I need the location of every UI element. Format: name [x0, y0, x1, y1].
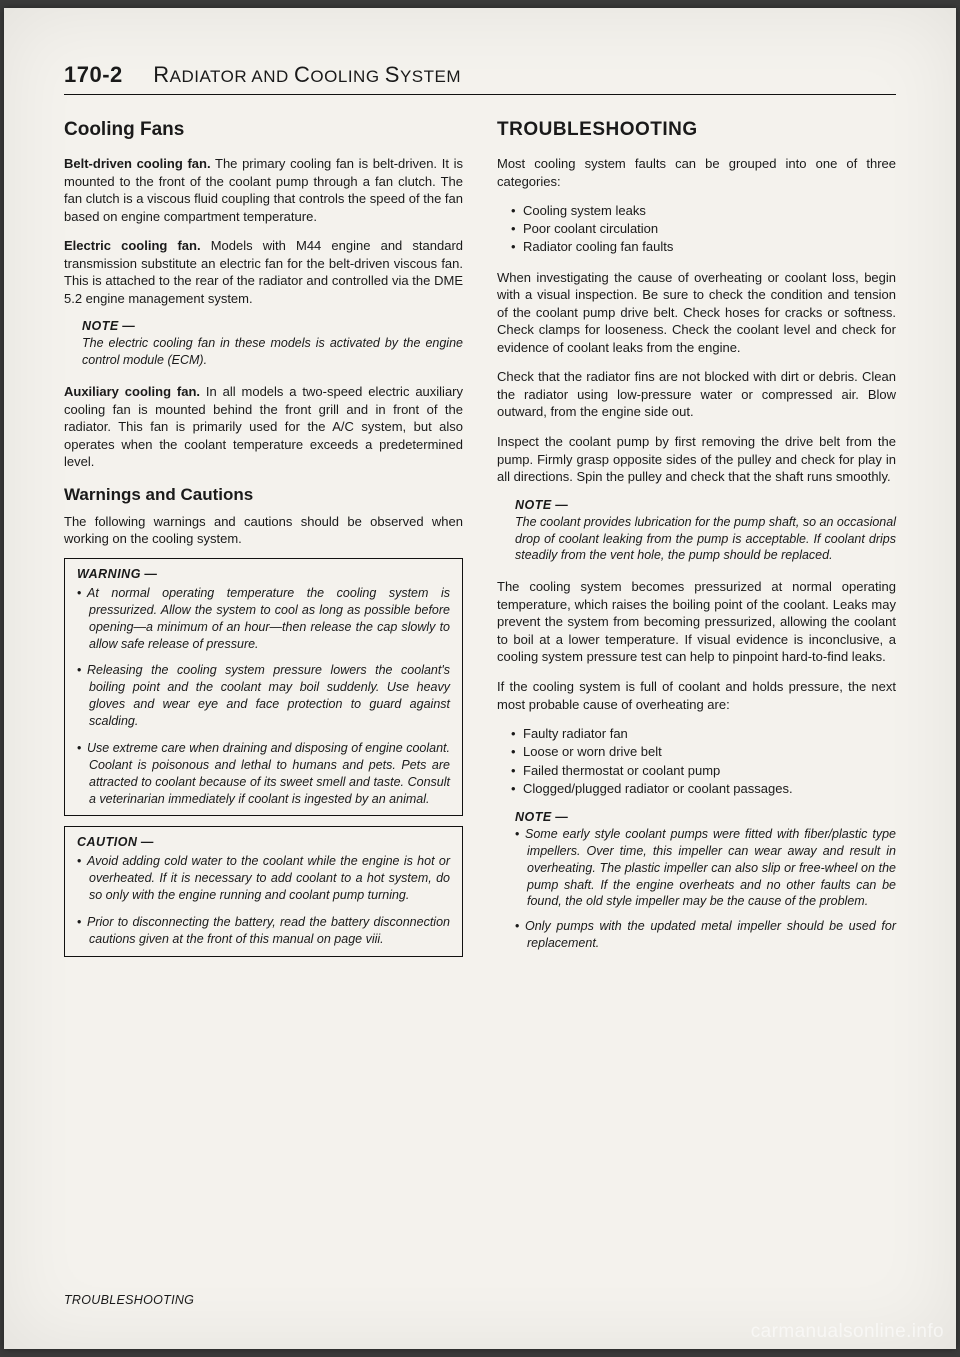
note-text: The coolant provides lubrication for the…: [515, 514, 896, 565]
caution-list: Avoid adding cold water to the coolant w…: [77, 853, 450, 947]
lead-text: Auxiliary cooling fan.: [64, 384, 200, 399]
note-dash: —: [552, 498, 568, 512]
warning-box: WARNING — At normal operating temperatur…: [64, 558, 463, 817]
list-item: Cooling system leaks: [525, 202, 896, 220]
warning-label: WARNING: [77, 567, 141, 581]
right-column: TROUBLESHOOTING Most cooling system faul…: [497, 119, 896, 967]
section-heading-cooling-fans: Cooling Fans: [64, 119, 463, 141]
paragraph: If the cooling system is full of coolant…: [497, 678, 896, 713]
note-block: NOTE — The electric cooling fan in these…: [82, 319, 463, 369]
list-item: Loose or worn drive belt: [525, 743, 896, 761]
paragraph: The cooling system becomes pressurized a…: [497, 578, 896, 666]
left-column: Cooling Fans Belt-driven cooling fan. Th…: [64, 119, 463, 967]
note-item: Only pumps with the updated metal impell…: [515, 918, 896, 952]
manual-page: 170-2 RADIATOR AND COOLING SYSTEM Coolin…: [4, 8, 956, 1349]
paragraph: When investigating the cause of overheat…: [497, 269, 896, 357]
caution-item: Prior to disconnecting the battery, read…: [77, 914, 450, 948]
two-column-layout: Cooling Fans Belt-driven cooling fan. Th…: [64, 119, 896, 967]
overheating-causes-list: Faulty radiator fan Loose or worn drive …: [525, 725, 896, 798]
list-item: Failed thermostat or coolant pump: [525, 762, 896, 780]
paragraph: Most cooling system faults can be groupe…: [497, 155, 896, 190]
note-label: NOTE: [515, 498, 552, 512]
paragraph: Belt-driven cooling fan. The primary coo…: [64, 155, 463, 225]
note-list: Some early style coolant pumps were fitt…: [515, 826, 896, 952]
section-heading-warnings: Warnings and Cautions: [64, 485, 463, 505]
note-dash: —: [119, 319, 135, 333]
paragraph: The following warnings and cautions shou…: [64, 513, 463, 548]
page-number: 170-2: [64, 62, 123, 88]
list-item: Faulty radiator fan: [525, 725, 896, 743]
caution-box: CAUTION — Avoid adding cold water to the…: [64, 826, 463, 956]
watermark-text: carmanualsonline.info: [751, 1321, 944, 1343]
warning-dash: —: [141, 567, 157, 581]
warning-item: Releasing the cooling system pressure lo…: [77, 662, 450, 730]
section-heading-troubleshooting: TROUBLESHOOTING: [497, 119, 896, 141]
lead-text: Belt-driven cooling fan.: [64, 156, 211, 171]
footer-section-tag: TROUBLESHOOTING: [64, 1293, 194, 1307]
list-item: Poor coolant circulation: [525, 220, 896, 238]
caution-label: CAUTION: [77, 835, 137, 849]
note-label: NOTE: [82, 319, 119, 333]
note-text: The electric cooling fan in these models…: [82, 335, 463, 369]
lead-text: Electric cooling fan.: [64, 238, 201, 253]
fault-categories-list: Cooling system leaks Poor coolant circul…: [525, 202, 896, 257]
paragraph: Auxiliary cooling fan. In all models a t…: [64, 383, 463, 471]
note-block: NOTE — Some early style coolant pumps we…: [515, 810, 896, 952]
list-item: Radiator cooling fan faults: [525, 238, 896, 256]
paragraph: Check that the radiator fins are not blo…: [497, 368, 896, 421]
warning-item: Use extreme care when draining and dispo…: [77, 740, 450, 808]
note-block: NOTE — The coolant provides lubrication …: [515, 498, 896, 565]
list-item: Clogged/plugged radiator or coolant pass…: [525, 780, 896, 798]
paragraph: Electric cooling fan. Models with M44 en…: [64, 237, 463, 307]
paragraph: Inspect the coolant pump by first removi…: [497, 433, 896, 486]
warning-item: At normal operating temperature the cool…: [77, 585, 450, 653]
caution-dash: —: [137, 835, 153, 849]
chapter-title: RADIATOR AND COOLING SYSTEM: [153, 62, 461, 87]
note-item: Some early style coolant pumps were fitt…: [515, 826, 896, 910]
page-header: 170-2 RADIATOR AND COOLING SYSTEM: [64, 62, 896, 95]
caution-item: Avoid adding cold water to the coolant w…: [77, 853, 450, 904]
note-dash: —: [552, 810, 568, 824]
warning-list: At normal operating temperature the cool…: [77, 585, 450, 808]
note-label: NOTE: [515, 810, 552, 824]
